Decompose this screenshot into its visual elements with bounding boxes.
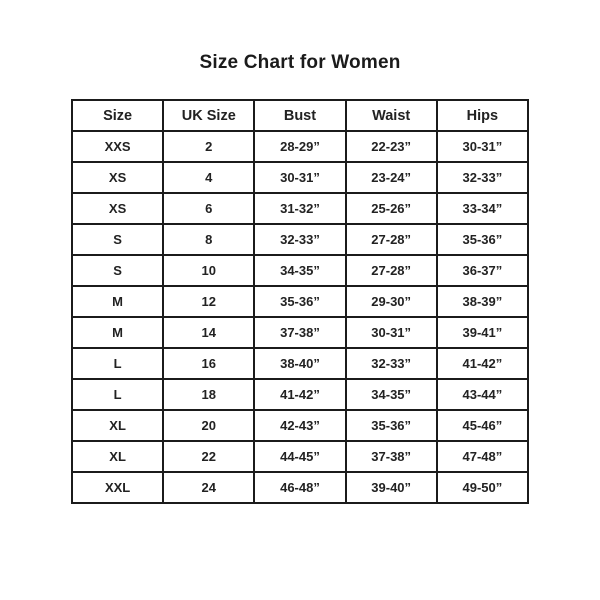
column-header: Bust	[253, 99, 347, 132]
table-cell: 10	[162, 254, 256, 287]
table-cell: 46-48”	[253, 471, 347, 504]
table-cell: L	[70, 347, 165, 380]
table-cell: 22-23”	[344, 130, 438, 163]
table-cell: 44-45”	[253, 440, 347, 473]
table-cell: 8	[162, 223, 256, 256]
table-cell: 41-42”	[435, 347, 530, 380]
table-cell: XS	[70, 161, 165, 194]
table-cell: 43-44”	[435, 378, 530, 411]
table-cell: 33-34”	[435, 192, 530, 225]
table-cell: 14	[162, 316, 256, 349]
table-cell: 27-28”	[344, 254, 438, 287]
table-cell: 2	[162, 130, 256, 163]
size-chart-table: Size UK Size Bust Waist Hips XXS 2 28-29” 22-23…	[70, 99, 530, 504]
table-cell: 28-29”	[253, 130, 347, 163]
table-cell: 12	[162, 285, 256, 318]
column-header: UK Size	[162, 99, 256, 132]
table-cell: 32-33”	[253, 223, 347, 256]
table-cell: 42-43”	[253, 409, 347, 442]
size-chart-header: Size UK Size Bust Waist Hips	[70, 99, 530, 132]
table-row: XL 22 44-45” 37-38” 47-48”	[70, 440, 530, 473]
table-cell: 34-35”	[253, 254, 347, 287]
table-row: M 14 37-38” 30-31” 39-41”	[70, 316, 530, 349]
table-cell: 35-36”	[253, 285, 347, 318]
table-cell: 38-39”	[435, 285, 530, 318]
column-header: Size	[70, 99, 165, 132]
table-cell: M	[70, 285, 165, 318]
table-cell: 36-37”	[435, 254, 530, 287]
table-row: XXS 2 28-29” 22-23” 30-31”	[70, 130, 530, 163]
column-header: Waist	[344, 99, 438, 132]
table-cell: XXS	[70, 130, 165, 163]
table-row: XL 20 42-43” 35-36” 45-46”	[70, 409, 530, 442]
page-title: Size Chart for Women	[199, 52, 401, 73]
table-cell: 18	[162, 378, 256, 411]
table-row: M 12 35-36” 29-30” 38-39”	[70, 285, 530, 318]
table-row: XS 4 30-31” 23-24” 32-33”	[70, 161, 530, 194]
table-cell: 35-36”	[344, 409, 438, 442]
size-table-body: XXS 2 28-29” 22-23” 30-31” XS 4 30-31” 23-24” 32-…	[70, 130, 530, 504]
table-cell: XL	[70, 409, 165, 442]
table-row: L 18 41-42” 34-35” 43-44”	[70, 378, 530, 411]
table-cell: S	[70, 254, 165, 287]
table-cell: 37-38”	[253, 316, 347, 349]
table-cell: 30-31”	[435, 130, 530, 163]
table-cell: 27-28”	[344, 223, 438, 256]
table-cell: 39-40”	[344, 471, 438, 504]
table-cell: 24	[162, 471, 256, 504]
table-cell: 45-46”	[435, 409, 530, 442]
table-cell: XXL	[70, 471, 165, 504]
table-cell: XS	[70, 192, 165, 225]
table-row: L 16 38-40” 32-33” 41-42”	[70, 347, 530, 380]
table-cell: 20	[162, 409, 256, 442]
table-cell: XL	[70, 440, 165, 473]
table-cell: 41-42”	[253, 378, 347, 411]
table-cell: 47-48”	[435, 440, 530, 473]
table-cell: 22	[162, 440, 256, 473]
table-cell: 37-38”	[344, 440, 438, 473]
table-cell: 29-30”	[344, 285, 438, 318]
table-cell: 4	[162, 161, 256, 194]
table-cell: L	[70, 378, 165, 411]
table-row: XS 6 31-32” 25-26” 33-34”	[70, 192, 530, 225]
table-cell: 39-41”	[435, 316, 530, 349]
table-row: XXL 24 46-48” 39-40” 49-50”	[70, 471, 530, 504]
header-row: Size UK Size Bust Waist Hips	[70, 99, 530, 132]
table-cell: 49-50”	[435, 471, 530, 504]
table-cell: 30-31”	[344, 316, 438, 349]
table-cell: 25-26”	[344, 192, 438, 225]
table-cell: 32-33”	[344, 347, 438, 380]
table-cell: 16	[162, 347, 256, 380]
table-row: S 8 32-33” 27-28” 35-36”	[70, 223, 530, 256]
table-cell: 30-31”	[253, 161, 347, 194]
table-cell: 38-40”	[253, 347, 347, 380]
table-cell: 34-35”	[344, 378, 438, 411]
table-cell: 32-33”	[435, 161, 530, 194]
table-cell: S	[70, 223, 165, 256]
table-cell: 23-24”	[344, 161, 438, 194]
table-cell: 31-32”	[253, 192, 347, 225]
table-cell: 35-36”	[435, 223, 530, 256]
table-row: S 10 34-35” 27-28” 36-37”	[70, 254, 530, 287]
table-cell: 6	[162, 192, 256, 225]
column-header: Hips	[435, 99, 530, 132]
table-cell: M	[70, 316, 165, 349]
